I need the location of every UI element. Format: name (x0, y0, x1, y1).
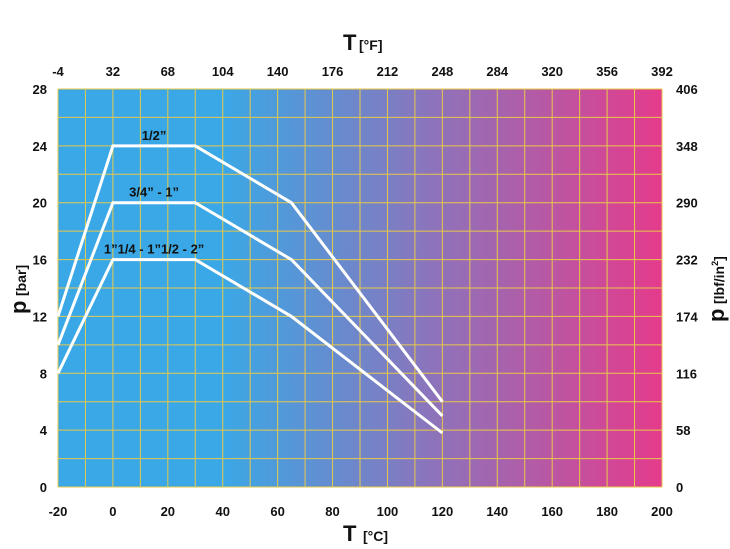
x2-tick-label: 104 (212, 64, 234, 79)
x2-tick-label: 176 (322, 64, 344, 79)
y2-axis-unit: [lbf/in2] (710, 256, 727, 304)
y-tick-label: 28 (33, 82, 47, 97)
x-tick-label: 160 (541, 504, 563, 519)
x2-tick-label: 356 (596, 64, 618, 79)
x-axis-title: T (343, 521, 357, 546)
y2-axis-title: p (704, 309, 729, 322)
x-tick-label: 20 (161, 504, 175, 519)
x2-tick-label: 392 (651, 64, 673, 79)
x-tick-label: 200 (651, 504, 673, 519)
y-tick-label: 4 (40, 423, 48, 438)
x-tick-label: 100 (377, 504, 399, 519)
x2-tick-label: 248 (432, 64, 454, 79)
y2-tick-label: 174 (676, 309, 698, 324)
series-line-3 (56, 258, 444, 435)
y-axis-title: p (6, 301, 31, 314)
series-lines (56, 144, 444, 435)
x-axis-unit: [°C] (363, 528, 388, 544)
y2-tick-label: 0 (676, 480, 683, 495)
y-tick-label: 8 (40, 366, 47, 381)
x-tick-label: 140 (486, 504, 508, 519)
series-label-3: 1”1/4 - 1”1/2 - 2” (104, 242, 204, 257)
x-tick-label: 40 (215, 504, 229, 519)
y-tick-label: 16 (33, 253, 47, 268)
x2-tick-label: 284 (486, 64, 508, 79)
grid (57, 88, 663, 488)
y2-axis-unit-superscript: 2 (710, 261, 720, 266)
x2-tick-label: -4 (52, 64, 64, 79)
y-tick-label: 20 (33, 196, 47, 211)
x2-tick-label: 320 (541, 64, 563, 79)
y-tick-label: 24 (33, 139, 48, 154)
y-tick-label: 0 (40, 480, 47, 495)
x-tick-label: -20 (49, 504, 68, 519)
x2-axis-title: T (343, 30, 357, 55)
x2-tick-label: 212 (377, 64, 399, 79)
y-axis-unit: [bar] (13, 265, 29, 296)
x-tick-label: 120 (432, 504, 454, 519)
series-labels: 1/2” 3/4” - 1” 1”1/4 - 1”1/2 - 2” (104, 128, 204, 257)
x-tick-label: 80 (325, 504, 339, 519)
series-label-1: 1/2” (142, 128, 167, 143)
y2-tick-label: 116 (676, 366, 697, 381)
x-tick-label: 0 (109, 504, 116, 519)
x2-axis-unit: [°F] (359, 37, 382, 53)
y-tick-label: 12 (33, 309, 47, 324)
x2-tick-label: 140 (267, 64, 289, 79)
y2-tick-label: 290 (676, 196, 698, 211)
x2-tick-label: 32 (106, 64, 120, 79)
x2-tick-label: 68 (161, 64, 175, 79)
y2-tick-label: 58 (676, 423, 690, 438)
y2-tick-label: 232 (676, 253, 698, 268)
x-tick-label: 180 (596, 504, 618, 519)
series-label-2: 3/4” - 1” (129, 185, 179, 200)
x-tick-label: 60 (270, 504, 284, 519)
series-line-2 (56, 201, 444, 417)
tick-labels: -20 0 20 40 60 80 100 120 140 160 180 200-4 32 68 104 1… (33, 64, 699, 519)
y2-tick-label: 406 (676, 82, 698, 97)
series-line-1 (56, 144, 444, 403)
y2-tick-label: 348 (676, 139, 698, 154)
